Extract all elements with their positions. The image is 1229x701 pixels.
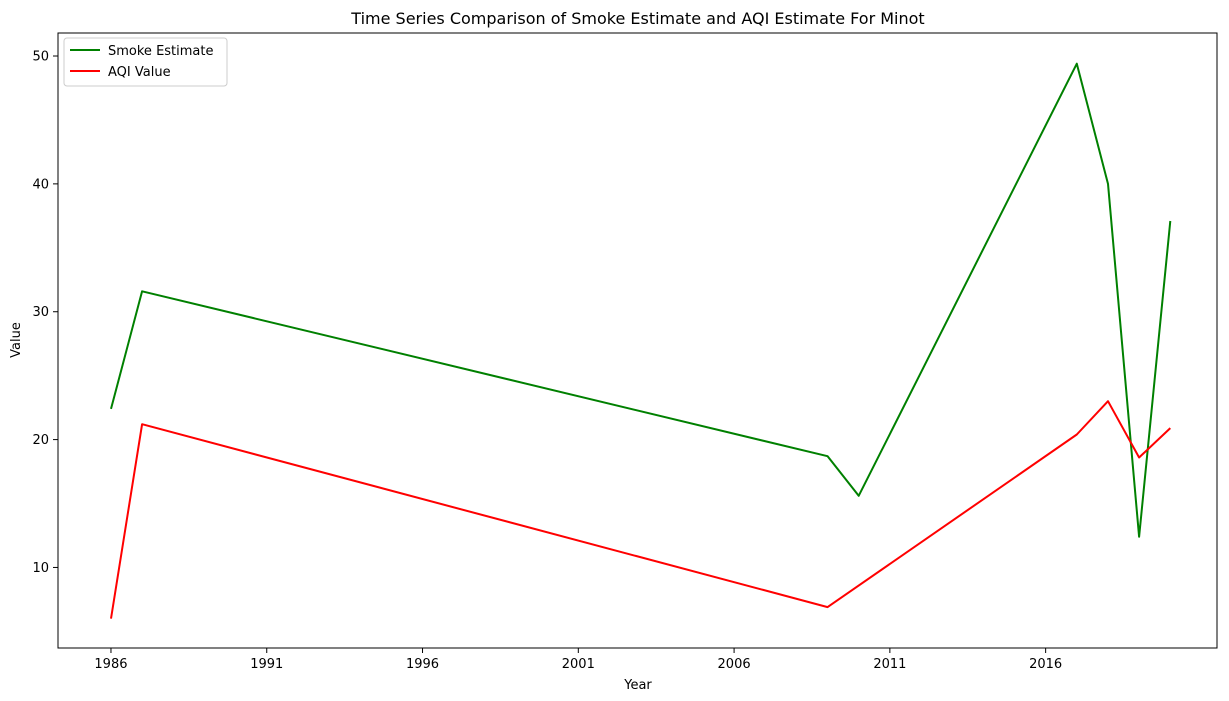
y-axis-label: Value <box>9 322 24 358</box>
x-tick-label: 1996 <box>406 657 439 672</box>
x-tick-label: 2006 <box>718 657 751 672</box>
x-tick-label: 2016 <box>1029 657 1062 672</box>
series-line-smoke-estimate <box>110 62 1172 538</box>
chart-title: Time Series Comparison of Smoke Estimate… <box>350 9 924 28</box>
x-tick-label: 1991 <box>250 657 283 672</box>
plot-frame <box>57 32 1218 649</box>
y-tick-label: 20 <box>32 433 49 448</box>
x-tick-label: 2011 <box>873 657 906 672</box>
x-axis: 1986 1991 1996 2001 2006 2011 2016 <box>94 648 1062 672</box>
y-tick-label: 10 <box>32 561 49 576</box>
legend: Smoke Estimate AQI Value <box>63 37 228 87</box>
legend-box <box>63 37 228 87</box>
series-line-aqi-value <box>110 400 1171 619</box>
x-axis-label: Year <box>623 678 652 693</box>
y-tick-label: 30 <box>32 305 49 320</box>
legend-label-smoke-estimate: Smoke Estimate <box>108 44 214 59</box>
x-tick-label: 1986 <box>94 657 127 672</box>
x-tick-label: 2001 <box>562 657 595 672</box>
legend-label-aqi-value: AQI Value <box>108 65 171 80</box>
y-tick-label: 50 <box>32 50 49 65</box>
plot-lines <box>110 62 1172 619</box>
y-axis: 10 20 30 40 50 <box>32 50 58 576</box>
y-tick-label: 40 <box>32 177 49 192</box>
